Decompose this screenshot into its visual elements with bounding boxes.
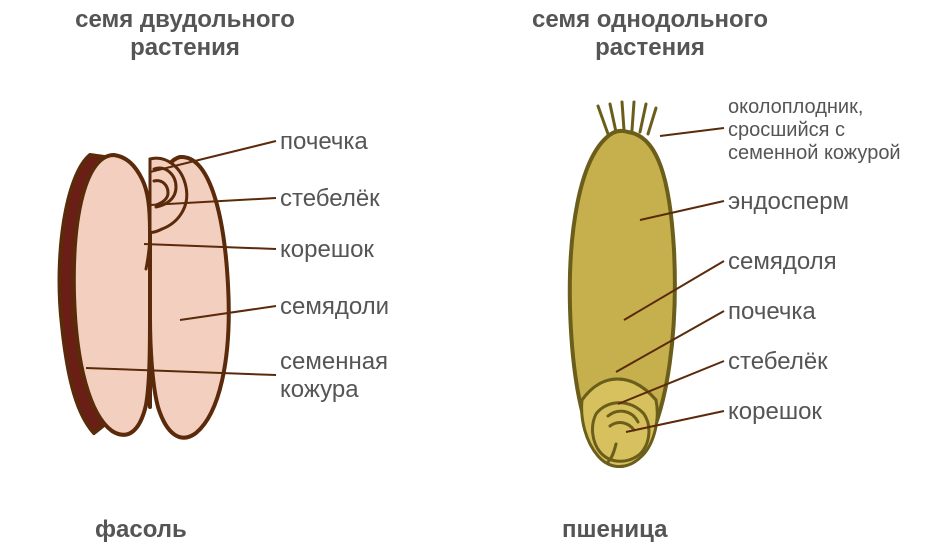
leader-lines <box>0 0 940 554</box>
right-caption: пшеница <box>562 516 668 544</box>
diagram-label: почечка <box>280 128 368 156</box>
diagram-label: корешок <box>280 236 374 264</box>
diagram-label: стебелёк <box>728 348 828 376</box>
diagram-label: почечка <box>728 298 816 326</box>
diagram-label: околоплодник, сросшийся с семенной кожур… <box>728 96 901 165</box>
left-caption: фасоль <box>95 516 187 544</box>
diagram-label: эндосперм <box>728 188 849 216</box>
diagram-label: семядоли <box>280 293 389 321</box>
diagram-label: семядоля <box>728 248 837 276</box>
diagram-label: стебелёк <box>280 185 380 213</box>
diagram-label: семенная кожура <box>280 348 388 403</box>
diagram-canvas: семя двудольного растения семя однодольн… <box>0 0 940 554</box>
diagram-label: корешок <box>728 398 822 426</box>
